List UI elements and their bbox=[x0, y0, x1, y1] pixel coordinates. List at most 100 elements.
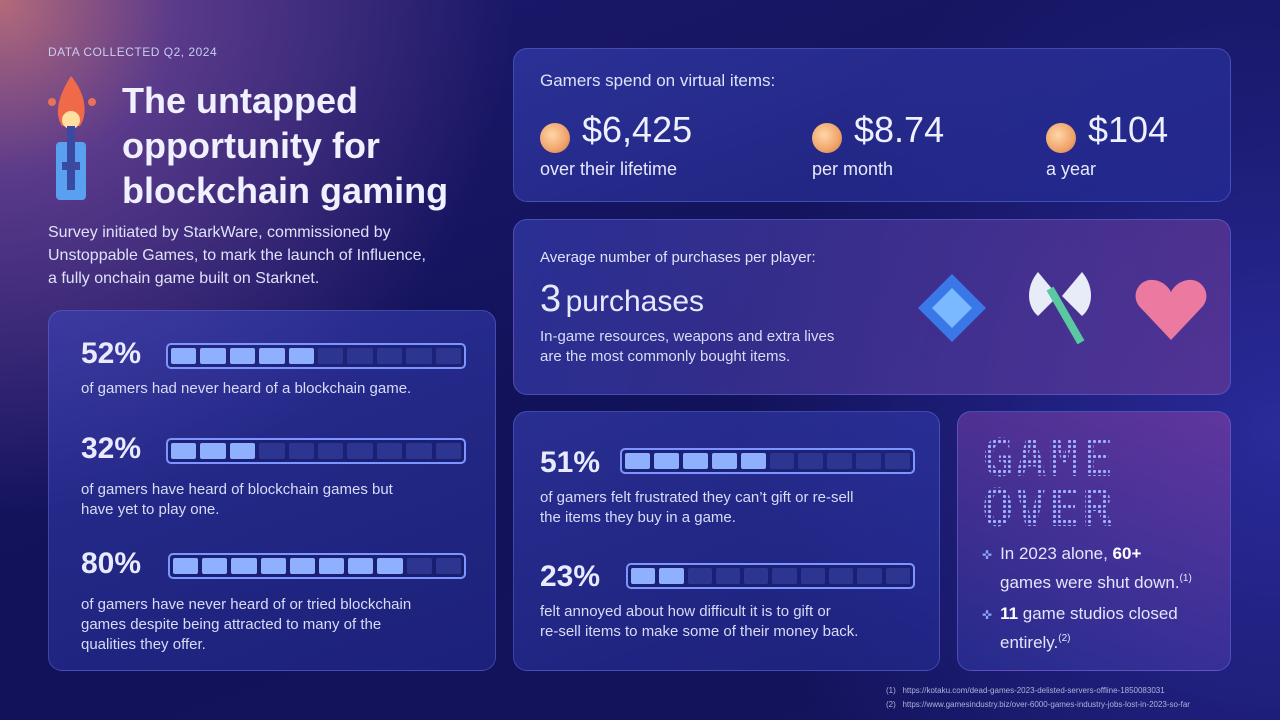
progress-segment-filled bbox=[229, 443, 256, 459]
progress-segment-filled bbox=[288, 348, 315, 364]
stat-text: of gamers have heard of blockchain games… bbox=[81, 481, 393, 498]
stat-percent: 51% bbox=[540, 446, 601, 479]
stat-text: felt annoyed about how difficult it is t… bbox=[540, 603, 831, 620]
stat-text: of gamers have never heard of or tried b… bbox=[81, 596, 412, 613]
progress-segment-empty bbox=[376, 348, 403, 364]
spend-month: $8.74 per month bbox=[812, 109, 944, 180]
progress-segment-filled bbox=[173, 558, 199, 574]
subtitle-line: Unstoppable Games, to mark the launch of… bbox=[48, 247, 426, 264]
progress-segment-empty bbox=[406, 558, 432, 574]
progress-bar bbox=[620, 448, 915, 474]
spend-value: $104 bbox=[1088, 109, 1169, 150]
spend-value: $8.74 bbox=[854, 109, 945, 150]
bullet-text: entirely. bbox=[1000, 632, 1059, 652]
progress-segment-filled bbox=[202, 558, 228, 574]
progress-segment-empty bbox=[885, 453, 911, 469]
purchases-panel: Average number of purchases per player: … bbox=[513, 219, 1231, 395]
coin-icon bbox=[1046, 122, 1076, 153]
progress-bar bbox=[168, 553, 466, 579]
purchases-number: 3 bbox=[540, 278, 562, 320]
game-over-line: OVER bbox=[982, 479, 1116, 539]
progress-segment-filled bbox=[289, 558, 316, 574]
footnote-num: (2) bbox=[886, 700, 896, 709]
progress-segment-empty bbox=[885, 568, 910, 584]
progress-segment-filled bbox=[711, 453, 737, 469]
progress-segment-empty bbox=[857, 568, 882, 584]
page-title: The untapped opportunity for blockchain … bbox=[122, 78, 448, 213]
progress-bar bbox=[626, 563, 915, 589]
progress-segment-empty bbox=[347, 348, 373, 364]
bullet-text: games were shut down. bbox=[1000, 572, 1180, 592]
data-collected-label: DATA COLLECTED Q2, 2024 bbox=[48, 45, 218, 59]
stat-text: of gamers felt frustrated they can’t gif… bbox=[540, 489, 854, 506]
spend-lifetime: $6,425 over their lifetime bbox=[540, 109, 692, 180]
subtitle-line: Survey initiated by StarkWare, commissio… bbox=[48, 224, 391, 241]
purchases-text: In-game resources, weapons and extra liv… bbox=[540, 328, 835, 345]
progress-segment-empty bbox=[769, 453, 795, 469]
stat-80: 80% of gamers have never heard of or tri… bbox=[81, 547, 481, 655]
spend-caption: over their lifetime bbox=[540, 158, 678, 179]
progress-segment-filled bbox=[377, 558, 403, 574]
progress-segment-empty bbox=[715, 568, 741, 584]
coin-icon bbox=[812, 122, 842, 153]
frustration-panel: 51% of gamers felt frustrated they can’t… bbox=[513, 411, 940, 671]
stat-percent: 52% bbox=[81, 337, 142, 370]
progress-segment-filled bbox=[200, 443, 226, 459]
progress-segment-filled bbox=[259, 348, 285, 364]
stat-text: qualities they offer. bbox=[81, 636, 206, 653]
progress-segment-empty bbox=[435, 443, 462, 459]
gem-icon bbox=[918, 274, 986, 342]
footnote-link[interactable]: https://www.gamesindustry.biz/over-6000-… bbox=[902, 700, 1190, 709]
purchases-unit: purchases bbox=[565, 285, 705, 318]
stat-23: 23% felt annoyed about how difficult it … bbox=[540, 560, 930, 642]
progress-segment-empty bbox=[406, 348, 432, 364]
progress-segment-empty bbox=[347, 443, 373, 459]
spend-year: $104 a year bbox=[1046, 109, 1168, 180]
bullet-text: In 2023 alone, bbox=[1000, 544, 1113, 563]
progress-segment-filled bbox=[682, 453, 708, 469]
stat-52: 52% of gamers had never heard of a block… bbox=[81, 337, 481, 399]
bullet-bold: 11 bbox=[1000, 604, 1019, 623]
progress-segment-empty bbox=[829, 568, 854, 584]
stat-percent: 32% bbox=[81, 432, 142, 465]
progress-segment-filled bbox=[625, 453, 650, 469]
subtitle-line: a fully onchain game built on Starknet. bbox=[48, 270, 320, 287]
progress-segment-empty bbox=[259, 443, 285, 459]
footnote-num: (1) bbox=[886, 686, 896, 695]
progress-segment-filled bbox=[631, 568, 656, 584]
bullet-icon: ✜ bbox=[982, 548, 993, 562]
progress-segment-filled bbox=[348, 558, 374, 574]
heart-icon bbox=[1135, 279, 1207, 340]
progress-segment-filled bbox=[171, 443, 197, 459]
progress-segment-empty bbox=[800, 568, 826, 584]
progress-segment-empty bbox=[744, 568, 769, 584]
progress-segment-empty bbox=[376, 443, 403, 459]
bullet-text: game studios closed bbox=[1018, 604, 1178, 623]
footnote-ref: (1) bbox=[1179, 573, 1192, 584]
stat-percent: 23% bbox=[540, 560, 601, 593]
stat-percent: 80% bbox=[81, 547, 142, 580]
stat-51: 51% of gamers felt frustrated they can’t… bbox=[540, 446, 930, 528]
purchases-heading: Average number of purchases per player: bbox=[540, 249, 816, 266]
progress-segment-empty bbox=[435, 348, 462, 364]
spend-caption: per month bbox=[812, 158, 894, 179]
progress-segment-empty bbox=[687, 568, 712, 584]
spend-value: $6,425 bbox=[582, 109, 693, 150]
game-over-line: GAME bbox=[982, 429, 1116, 489]
spending-panel: Gamers spend on virtual items: $6,425 ove… bbox=[513, 48, 1231, 202]
progress-segment-empty bbox=[772, 568, 797, 584]
progress-bar bbox=[166, 343, 466, 369]
bullet-icon: ✜ bbox=[982, 608, 993, 622]
progress-segment-empty bbox=[318, 443, 344, 459]
torch-icon bbox=[48, 76, 96, 200]
progress-segment-filled bbox=[171, 348, 197, 364]
studios-bullet: ✜ 11 game studios closed entirely.(2) bbox=[982, 602, 1222, 654]
progress-segment-filled bbox=[319, 558, 345, 574]
progress-segment-empty bbox=[288, 443, 315, 459]
spending-heading: Gamers spend on virtual items: bbox=[540, 71, 776, 90]
stat-text: of gamers had never heard of a blockchai… bbox=[81, 380, 412, 397]
progress-segment-filled bbox=[659, 568, 684, 584]
progress-bar bbox=[166, 438, 466, 464]
stat-text: re-sell items to make some of their mone… bbox=[540, 623, 859, 640]
footnote-link[interactable]: https://kotaku.com/dead-games-2023-delis… bbox=[902, 686, 1165, 695]
